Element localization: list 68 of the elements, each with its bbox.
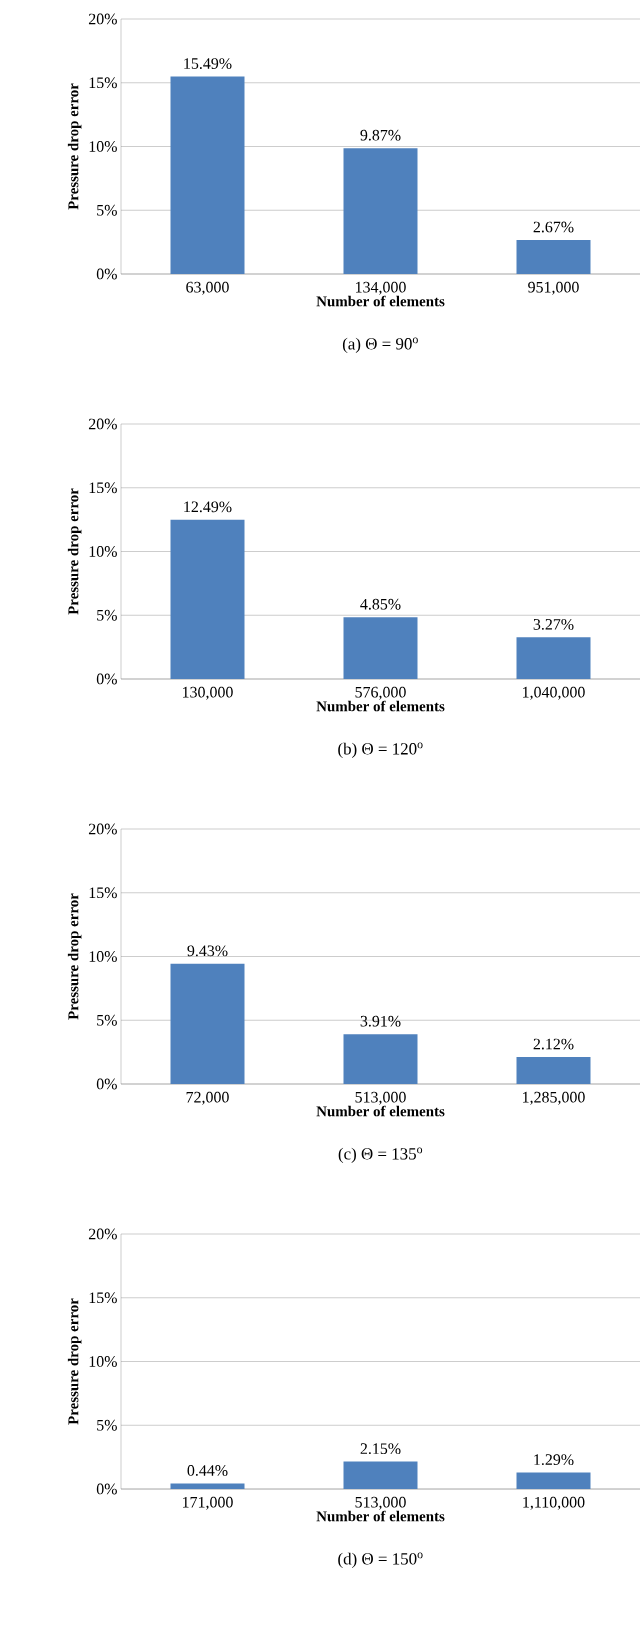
x-axis-title: Number of elements (316, 1105, 445, 1117)
data-label: 0.44% (187, 1465, 228, 1476)
y-tick-label: 0% (96, 1078, 117, 1090)
text: (b) Θ = 120$^{o}$ (338, 742, 423, 758)
x-tick-label: 63,000 (186, 281, 229, 295)
data-label: 2.12% (533, 1038, 574, 1050)
data-label: 9.43% (187, 945, 228, 957)
y-tick-label: 15% (89, 1292, 117, 1304)
bar (343, 1461, 418, 1490)
bar (516, 239, 591, 274)
x-tick-label: 1,110,000 (523, 1496, 585, 1510)
y-tick-label: 0% (96, 673, 117, 685)
y-tick-label: 15% (89, 482, 117, 494)
x-tick-label: 130,000 (183, 686, 233, 700)
data-label: 15.49% (184, 58, 232, 69)
y-tick-label: 5% (97, 609, 117, 621)
data-label: 12.49% (184, 501, 232, 513)
y-tick-label: 10% (89, 951, 117, 962)
x-tick-label: 513,000 (355, 1496, 406, 1510)
y-tick-label: 10% (89, 1356, 117, 1367)
y-tick-label: 15% (89, 887, 117, 899)
y-tick-label: 5% (97, 1014, 117, 1026)
data-label: 2.15% (360, 1443, 401, 1455)
text: (a) Θ = 90$^{o}$ (342, 337, 418, 353)
data-label: 3.91% (360, 1015, 401, 1027)
y-tick-label: 20% (88, 823, 117, 835)
bar (170, 76, 245, 274)
y-tick-label: 0% (96, 268, 117, 280)
y-tick-label: 20% (88, 13, 117, 25)
data-label: 9.87% (360, 129, 401, 141)
bar (343, 148, 418, 274)
x-tick-label: 951,000 (528, 281, 579, 295)
text: (c) Θ = 135$^{o}$ (338, 1147, 423, 1163)
bar (516, 1472, 591, 1490)
data-label: 1.29% (534, 1454, 574, 1466)
x-tick-label: 1,040,000 (523, 686, 585, 700)
bar (516, 637, 591, 680)
text: (d) Θ = 150$^{o}$ (338, 1552, 423, 1568)
y-tick-label: 15% (89, 77, 117, 89)
x-tick-label: 1,285,000 (523, 1091, 585, 1105)
y-tick-label: 10% (89, 546, 117, 557)
y-axis-title: Pressure drop error (67, 488, 82, 615)
y-tick-label: 20% (88, 418, 117, 430)
bar (170, 519, 245, 680)
data-label: 2.67% (533, 221, 574, 233)
y-tick-label: 0% (96, 1483, 117, 1495)
bar (170, 963, 245, 1085)
data-label: 3.27% (533, 618, 574, 630)
bar (170, 1483, 245, 1490)
x-tick-label: 134,000 (356, 281, 406, 295)
y-tick-label: 10% (89, 141, 117, 152)
bar (516, 1056, 591, 1085)
y-tick-label: 20% (88, 1228, 117, 1240)
y-tick-label: 5% (97, 204, 117, 216)
x-tick-label: 171,000 (183, 1496, 233, 1510)
y-tick-label: 5% (97, 1419, 117, 1431)
x-tick-label: 72,000 (186, 1091, 229, 1105)
data-label: 4.85% (360, 598, 401, 610)
x-tick-label: 513,000 (355, 1091, 406, 1105)
y-axis-title: Pressure drop error (67, 893, 82, 1020)
x-axis-title: Number of elements (316, 700, 445, 712)
bar (343, 1034, 418, 1085)
x-axis-title: Number of elements (316, 1510, 445, 1522)
y-axis-title: Pressure drop error (67, 83, 82, 210)
bar (343, 617, 418, 680)
y-axis-title: Pressure drop error (67, 1298, 82, 1425)
x-tick-label: 576,000 (355, 686, 406, 700)
x-axis-title: Number of elements (316, 295, 445, 307)
